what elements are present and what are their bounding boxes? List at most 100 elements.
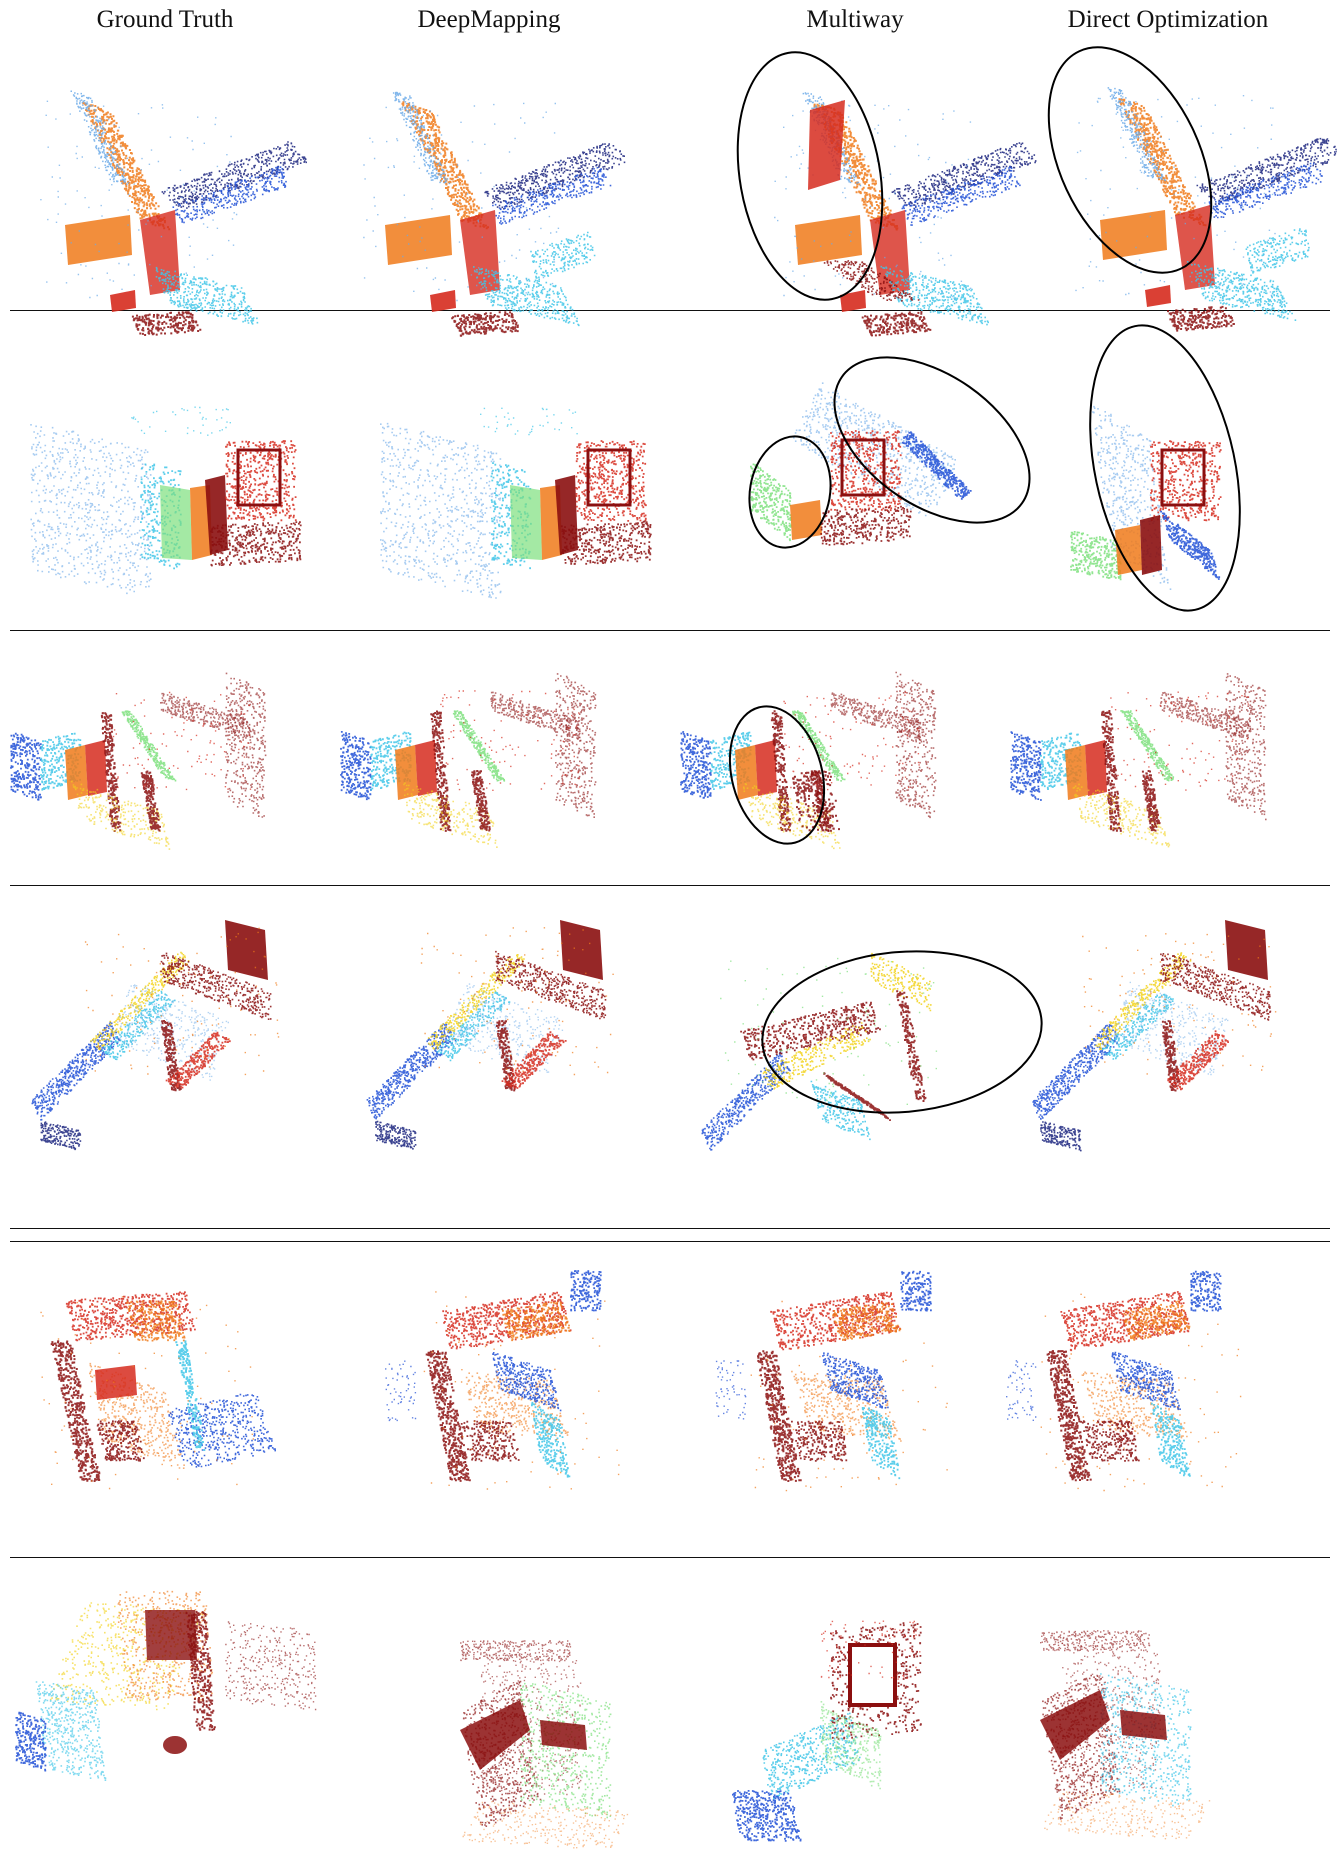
point-cloud-surface (427, 954, 525, 1050)
point-cloud-surface (452, 710, 506, 782)
point-cloud-facade (385, 215, 452, 265)
point-cloud-facade (1140, 515, 1162, 575)
point-cloud-surface (861, 311, 932, 337)
point-cloud-facade (1100, 210, 1167, 260)
point-cloud-surface (380, 422, 502, 599)
point-cloud-surface (96, 1420, 145, 1462)
point-cloud-scatter (131, 406, 231, 436)
row-separator (10, 1241, 1330, 1242)
point-cloud-surface (140, 770, 161, 832)
point-cloud-surface (820, 1701, 882, 1790)
point-cloud-surface (490, 691, 582, 742)
window-frame (848, 1643, 897, 1707)
point-cloud-facade (510, 485, 542, 560)
point-cloud-surface (762, 1712, 861, 1800)
point-cloud-facade (555, 475, 578, 555)
row3-ground-truth (10, 672, 267, 850)
row2-deepmapping (380, 407, 652, 599)
row3-multiway (680, 671, 937, 850)
point-cloud-facade (1120, 1710, 1167, 1740)
point-cloud-facade (460, 1700, 530, 1770)
point-cloud-surface (1160, 953, 1272, 1021)
row-separator (10, 630, 1330, 631)
point-cloud-surface (496, 1020, 516, 1092)
point-cloud-facade (808, 100, 845, 190)
row1-multiway (774, 92, 1037, 337)
point-cloud-surface (82, 102, 171, 231)
row1-ground-truth (40, 90, 307, 336)
row6-ground-truth (15, 1590, 317, 1781)
point-cloud-facade (395, 745, 418, 800)
point-cloud-scatter (715, 1360, 747, 1420)
failure-ellipse (728, 705, 826, 845)
row2-direct-optimization (1070, 405, 1222, 590)
point-cloud-surface (1081, 1371, 1188, 1439)
point-cloud-surface (366, 1023, 457, 1120)
point-cloud-facade (95, 1365, 137, 1400)
point-cloud-facade (560, 920, 603, 980)
point-cloud-surface (823, 260, 920, 302)
point-cloud-surface (1118, 98, 1207, 227)
point-cloud-facade (1065, 745, 1088, 800)
point-cloud-surface (1101, 710, 1122, 832)
point-cloud-surface (225, 1621, 317, 1711)
point-cloud-surface (340, 731, 372, 801)
point-cloud-facade (65, 745, 88, 800)
point-cloud-surface (900, 1270, 932, 1312)
point-cloud-surface (161, 141, 307, 209)
column-header-ground-truth: Ground Truth (96, 6, 234, 33)
point-cloud-surface (50, 1340, 101, 1482)
point-cloud-surface (1160, 510, 1221, 580)
point-cloud-surface (880, 265, 989, 326)
point-cloud-surface (1010, 731, 1042, 801)
point-cloud-surface (70, 90, 130, 186)
point-cloud-surface (225, 672, 267, 818)
point-cloud-surface (210, 521, 302, 567)
point-cloud-surface (1040, 732, 1082, 790)
failure-ellipse (1089, 324, 1241, 612)
failure-ellipse (748, 435, 832, 549)
point-cloud-surface (436, 991, 511, 1062)
point-cloud-surface (555, 673, 597, 818)
point-cloud-surface (31, 1021, 121, 1121)
point-cloud-surface (1040, 1121, 1082, 1152)
point-cloud-scatter (110, 691, 252, 791)
point-cloud-facade (225, 920, 268, 980)
point-cloud-surface (30, 424, 152, 595)
row2-multiway (750, 382, 972, 546)
point-cloud-surface (895, 671, 937, 819)
row5-deepmapping (385, 1270, 620, 1490)
point-cloud-surface (160, 692, 251, 739)
point-cloud-surface (1167, 305, 1235, 332)
point-cloud-surface (460, 1420, 520, 1462)
point-cloud-surface (40, 1121, 82, 1151)
point-cloud-surface (750, 463, 792, 542)
point-cloud-surface (462, 1801, 629, 1849)
point-cloud-scatter (1006, 1360, 1037, 1421)
point-cloud-surface (1186, 261, 1297, 321)
point-cloud-surface (1245, 228, 1310, 277)
point-cloud-surface (403, 782, 498, 848)
row1-direct-optimization (1075, 87, 1337, 332)
point-cloud-facade (85, 740, 107, 796)
point-cloud-surface (1070, 531, 1122, 581)
point-cloud-surface (740, 1001, 881, 1061)
row5-multiway (715, 1270, 948, 1492)
point-cloud-facade (1040, 1690, 1110, 1760)
point-cloud-surface (131, 311, 202, 336)
point-cloud-surface (1141, 770, 1161, 832)
point-cloud-surface (1167, 1030, 1229, 1091)
point-cloud-surface (680, 731, 712, 799)
point-cloud-facade (205, 475, 228, 555)
point-cloud-facade (110, 290, 136, 312)
point-cloud-facade (1145, 285, 1171, 307)
point-cloud-surface (460, 1640, 572, 1662)
point-cloud-surface (165, 1031, 231, 1089)
row1-deepmapping (363, 91, 626, 337)
point-cloud-scatter (1075, 95, 1276, 297)
object-blob (163, 1736, 187, 1754)
point-cloud-surface (560, 520, 652, 565)
point-cloud-surface (732, 1790, 802, 1842)
row6-direct-optimization (1040, 1630, 1211, 1840)
point-cloud-surface (15, 1711, 47, 1772)
